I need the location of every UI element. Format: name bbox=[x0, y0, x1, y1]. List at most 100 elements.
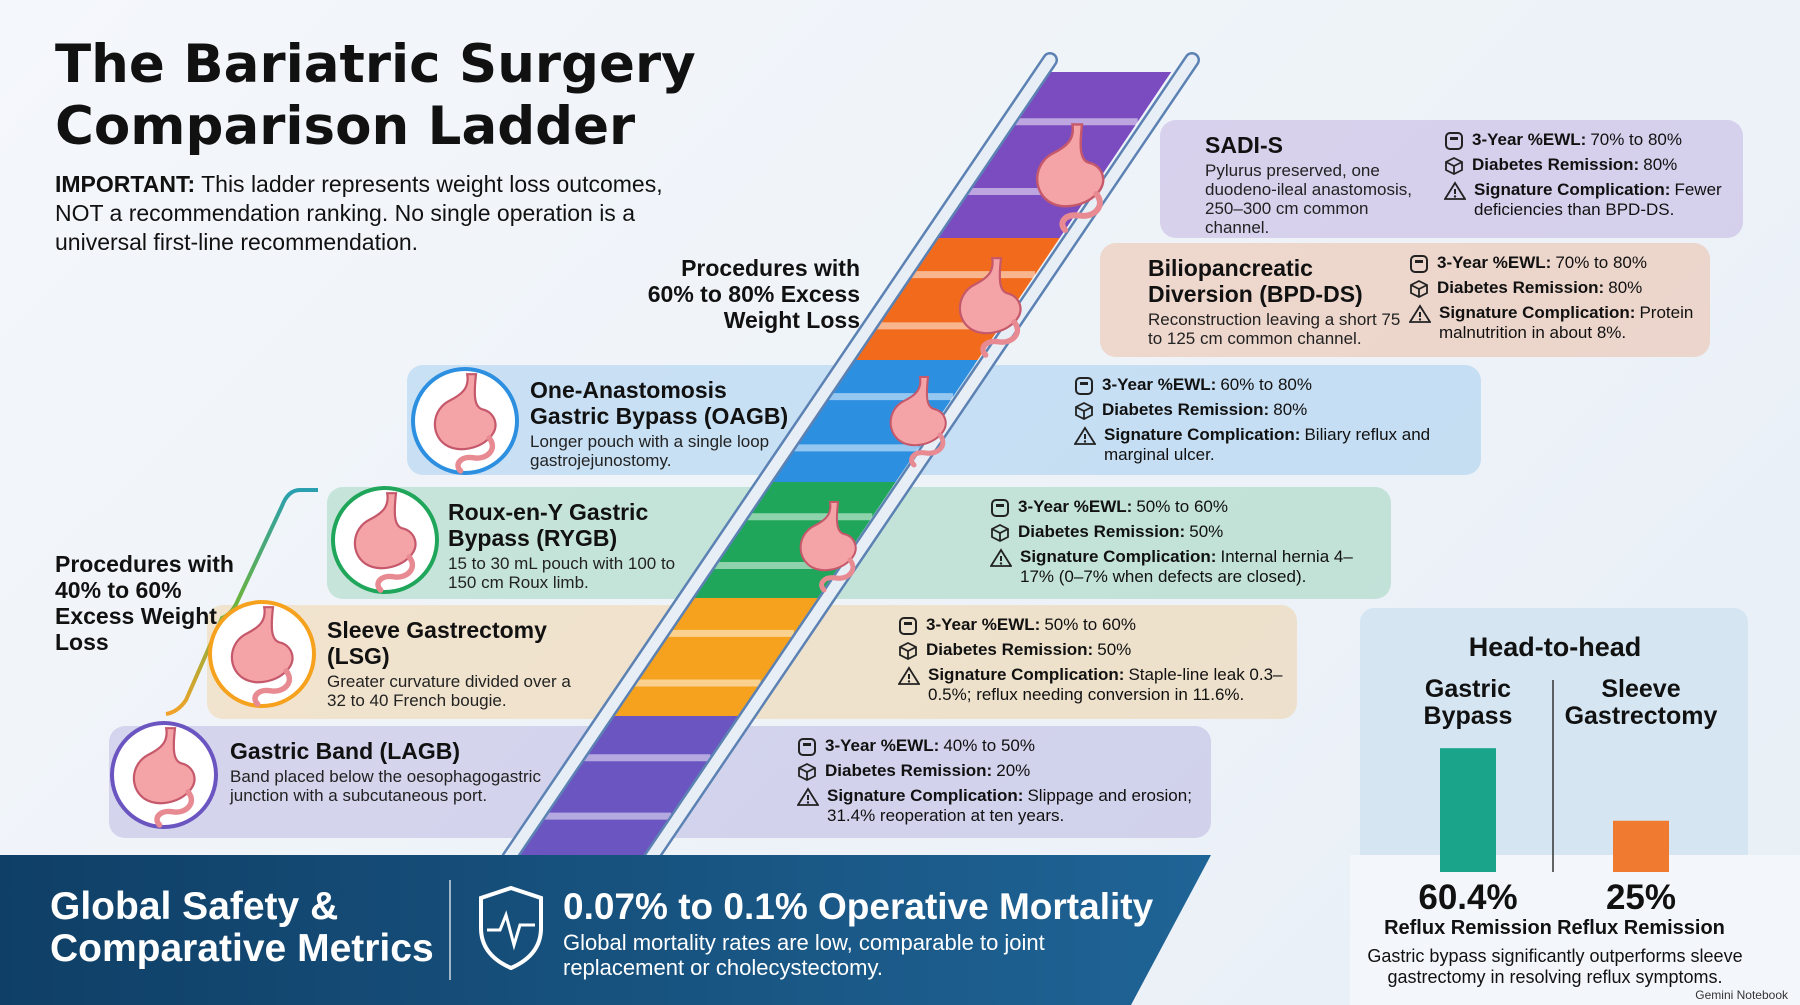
stat-row: Diabetes Remission: 50% bbox=[990, 522, 1380, 543]
shield-icon bbox=[479, 885, 543, 971]
stat-text: Diabetes Remission: 20% bbox=[825, 761, 1030, 781]
stat-label: 3-Year %EWL: bbox=[1472, 130, 1587, 149]
stomach-illustration bbox=[353, 492, 417, 593]
footer-text: Global mortality rates are low, comparab… bbox=[563, 930, 1045, 980]
stomach-illustration bbox=[958, 257, 1022, 358]
intestine-shape bbox=[819, 557, 856, 593]
stat-text: 3-Year %EWL: 40% to 50% bbox=[825, 736, 1035, 756]
stomach-shape bbox=[230, 606, 294, 684]
stat-text: Signature Complication: Fewer deficiencie… bbox=[1474, 180, 1734, 220]
stat-row: Signature Complication: Internal hernia 4… bbox=[990, 547, 1380, 587]
stat-value: 50% bbox=[1189, 522, 1224, 541]
stat-row: Signature Complication: Protein malnutrit… bbox=[1409, 303, 1699, 343]
stomach-illustration bbox=[799, 501, 857, 593]
stat-text: Diabetes Remission: 50% bbox=[1018, 522, 1223, 542]
bar-name: Gastric Bypass bbox=[1423, 675, 1513, 730]
procedure-text: Gastric Band (LAGB) Band placed below the… bbox=[230, 738, 560, 805]
icon bbox=[899, 617, 917, 635]
stat-text: Signature Complication: Slippage and eros… bbox=[827, 786, 1197, 826]
note-text: This ladder represents weight loss outco… bbox=[55, 171, 663, 255]
stat-label: Diabetes Remission: bbox=[1018, 522, 1186, 541]
brand: Gemini Notebook bbox=[1695, 988, 1788, 1002]
group-label: Procedures with 60% to 80% Excess Weight… bbox=[647, 255, 860, 333]
stat-row: Signature Complication: Staple-line leak … bbox=[898, 665, 1288, 705]
stat-label: Diabetes Remission: bbox=[1472, 155, 1640, 174]
stat-text: Signature Complication: Staple-line leak … bbox=[928, 665, 1288, 705]
stat-row: 3-Year %EWL: 70% to 80% bbox=[1409, 253, 1699, 274]
bar-sublabel: Reflux Remission bbox=[1557, 917, 1725, 939]
stat-value: 80% bbox=[1608, 278, 1643, 297]
procedure-text: Roux-en-Y Gastric Bypass (RYGB) 15 to 30 … bbox=[448, 499, 678, 592]
stat-value: Fewer deficiencies than BPD-DS. bbox=[1474, 180, 1722, 219]
stat-text: Signature Complication: Biliary reflux an… bbox=[1104, 425, 1464, 465]
stomach-shape bbox=[1035, 123, 1105, 208]
stat-value: 20% bbox=[996, 761, 1031, 780]
stat-text: 3-Year %EWL: 50% to 60% bbox=[926, 615, 1136, 635]
stomach-shape bbox=[353, 492, 417, 570]
stat-row: 3-Year %EWL: 70% to 80% bbox=[1444, 130, 1734, 151]
intestine-shape bbox=[1059, 191, 1103, 234]
stat-text: 3-Year %EWL: 50% to 60% bbox=[1018, 497, 1228, 517]
bar bbox=[1613, 820, 1669, 872]
stat-label: Diabetes Remission: bbox=[1437, 278, 1605, 297]
stomach-illustration bbox=[230, 606, 294, 707]
icon bbox=[1444, 181, 1466, 200]
stat-row: Diabetes Remission: 20% bbox=[797, 761, 1197, 782]
procedure-stats: 3-Year %EWL: 50% to 60% Diabetes Remission… bbox=[898, 615, 1288, 709]
stat-row: Signature Complication: Biliary reflux an… bbox=[1074, 425, 1464, 465]
procedure-stats: 3-Year %EWL: 40% to 50% Diabetes Remission… bbox=[797, 736, 1197, 830]
procedure-description: Pylurus preserved, one duodeno-ileal ana… bbox=[1205, 161, 1412, 237]
stat-label: 3-Year %EWL: bbox=[1018, 497, 1133, 516]
procedure-description: Longer pouch with a single loop gastroje… bbox=[530, 432, 770, 470]
stat-row: 3-Year %EWL: 50% to 60% bbox=[898, 615, 1288, 636]
icon bbox=[1445, 156, 1463, 176]
comparison-bottom bbox=[1350, 855, 1800, 1005]
intestine-shape bbox=[252, 668, 293, 707]
ladder-section bbox=[849, 238, 1060, 360]
stat-row: 3-Year %EWL: 50% to 60% bbox=[990, 497, 1380, 518]
stat-label: Signature Complication: bbox=[1474, 180, 1671, 199]
intestine-shape bbox=[455, 435, 496, 474]
procedure-name: Gastric Band (LAGB) bbox=[230, 738, 461, 764]
intestine-shape bbox=[909, 432, 946, 468]
icon bbox=[798, 738, 816, 756]
stat-row: 3-Year %EWL: 40% to 50% bbox=[797, 736, 1197, 757]
stat-value: 70% to 80% bbox=[1590, 130, 1682, 149]
stat-label: Signature Complication: bbox=[1439, 303, 1636, 322]
icon bbox=[991, 499, 1009, 517]
icon bbox=[1075, 377, 1093, 395]
stat-label: Signature Complication: bbox=[1104, 425, 1301, 444]
stat-text: Diabetes Remission: 50% bbox=[926, 640, 1131, 660]
icon bbox=[991, 523, 1009, 543]
stat-label: 3-Year %EWL: bbox=[1437, 253, 1552, 272]
procedure-description: Reconstruction leaving a short 75 to 125… bbox=[1148, 310, 1401, 348]
stat-value: Staple-line leak 0.3–0.5%; reflux needin… bbox=[928, 665, 1283, 704]
stat-label: Signature Complication: bbox=[827, 786, 1024, 805]
comparison-caption: Gastric bypass significantly outperforms… bbox=[1367, 946, 1743, 987]
procedure-text: One-Anastomosis Gastric Bypass (OAGB) Lon… bbox=[530, 377, 810, 470]
stat-value: 40% to 50% bbox=[943, 736, 1035, 755]
stat-row: Signature Complication: Fewer deficiencie… bbox=[1444, 180, 1734, 220]
icon bbox=[1409, 304, 1431, 323]
stat-value: Biliary reflux and marginal ulcer. bbox=[1104, 425, 1431, 464]
stat-label: Signature Complication: bbox=[1020, 547, 1217, 566]
procedure-name: Roux-en-Y Gastric Bypass (RYGB) bbox=[448, 499, 649, 551]
bar bbox=[1440, 748, 1496, 872]
ladder-section bbox=[517, 716, 739, 855]
procedure-name: SADI-S bbox=[1205, 132, 1283, 158]
icon bbox=[1410, 255, 1428, 273]
stomach-illustration bbox=[889, 376, 947, 468]
icon bbox=[990, 548, 1012, 567]
stomach-shape bbox=[958, 257, 1022, 335]
note-label: IMPORTANT: bbox=[55, 171, 196, 197]
stat-value: 80% bbox=[1643, 155, 1678, 174]
stat-row: Diabetes Remission: 50% bbox=[898, 640, 1288, 661]
note: IMPORTANT: This ladder represents weight… bbox=[55, 170, 695, 257]
procedure-panel bbox=[1160, 120, 1743, 238]
stat-label: Signature Complication: bbox=[928, 665, 1125, 684]
footer-banner bbox=[0, 855, 1211, 1005]
stomach-illustration bbox=[433, 373, 497, 474]
procedure-stats: 3-Year %EWL: 50% to 60% Diabetes Remission… bbox=[990, 497, 1380, 591]
